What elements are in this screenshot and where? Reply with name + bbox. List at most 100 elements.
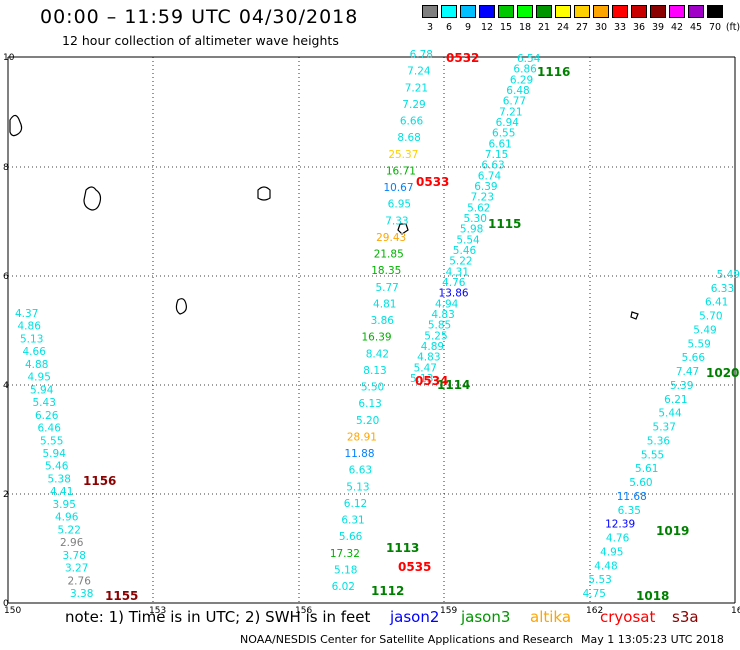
lat-lon-grid bbox=[7, 56, 736, 604]
pass-time-label: 1116 bbox=[537, 65, 570, 79]
wave-height-value: 2.96 bbox=[60, 537, 84, 549]
wave-height-value: 4.89 bbox=[421, 341, 444, 353]
wave-height-value: 16.39 bbox=[362, 332, 392, 344]
wave-height-value: 6.02 bbox=[332, 581, 355, 593]
scale-label-27: 27 bbox=[575, 22, 589, 33]
wave-height-value: 3.78 bbox=[63, 550, 86, 562]
wave-height-value: 6.63 bbox=[349, 465, 372, 477]
wave-height-value: 4.83 bbox=[431, 309, 454, 321]
x-tick-label: 162 bbox=[586, 606, 603, 616]
wave-height-value: 5.47 bbox=[414, 362, 437, 374]
wave-height-value: 16.71 bbox=[386, 165, 416, 177]
axis-tick-labels: 150 153 156 159 162 165 0 2 4 6 8 10 bbox=[3, 53, 740, 616]
y-tick-label: 10 bbox=[3, 53, 15, 63]
wave-height-value: 5.22 bbox=[449, 256, 472, 268]
left-track: 4.374.865.134.664.884.955.945.436.266.46… bbox=[15, 308, 93, 600]
wave-height-value: 4.83 bbox=[417, 352, 440, 364]
pass-time-label: 1115 bbox=[488, 217, 521, 231]
wave-height-value: 7.15 bbox=[485, 149, 508, 161]
wave-height-value: 6.48 bbox=[506, 85, 529, 97]
wave-height-value: 3.38 bbox=[70, 588, 93, 600]
wave-height-value: 5.38 bbox=[48, 473, 71, 485]
scale-label-45: 45 bbox=[689, 22, 703, 33]
pass-time-label: 1155 bbox=[105, 589, 138, 603]
scale-label-24: 24 bbox=[556, 22, 570, 33]
scale-swatch-15 bbox=[498, 5, 514, 18]
wave-height-value: 5.49 bbox=[693, 324, 716, 336]
footer-credit: NOAA/NESDIS Center for Satellite Applica… bbox=[240, 633, 574, 646]
wave-height-value: 5.50 bbox=[361, 382, 384, 394]
wave-height-value: 5.54 bbox=[456, 234, 480, 246]
wave-height-value: 5.25 bbox=[424, 330, 447, 342]
wave-height-value: 17.32 bbox=[330, 548, 360, 560]
wave-height-value: 5.49 bbox=[717, 269, 740, 281]
wave-height-value: 4.48 bbox=[594, 560, 617, 572]
y-tick-label: 0 bbox=[3, 599, 9, 609]
wave-height-value: 5.43 bbox=[33, 397, 56, 409]
wave-height-value: 5.13 bbox=[410, 373, 433, 385]
wave-height-value: 5.77 bbox=[375, 282, 398, 294]
track-1020: 5.496.336.415.705.495.595.667.475.396.21… bbox=[583, 269, 740, 600]
wave-height-value: 6.13 bbox=[358, 398, 381, 410]
scale-swatch-70 bbox=[707, 5, 723, 18]
wave-height-value: 6.21 bbox=[664, 394, 687, 406]
scale-swatch-27 bbox=[574, 5, 590, 18]
wave-height-value: 5.62 bbox=[467, 202, 490, 214]
wave-height-value: 6.55 bbox=[492, 128, 515, 140]
scale-label-15: 15 bbox=[499, 22, 513, 33]
wave-height-value: 6.66 bbox=[400, 116, 424, 128]
wave-height-value: 5.55 bbox=[40, 435, 63, 447]
scale-swatch-30 bbox=[593, 5, 609, 18]
pass-time-label: 0532 bbox=[446, 51, 479, 65]
wave-height-value: 5.46 bbox=[45, 461, 69, 473]
scale-label-3: 3 bbox=[426, 22, 434, 33]
wave-height-value: 13.86 bbox=[439, 288, 469, 300]
pass-time-label: 1112 bbox=[371, 584, 404, 598]
wave-height-value: 6.33 bbox=[711, 283, 734, 295]
wave-height-value: 5.53 bbox=[588, 574, 611, 586]
wave-height-value: 6.78 bbox=[410, 49, 433, 61]
scale-label-18: 18 bbox=[518, 22, 532, 33]
wave-height-value: 6.94 bbox=[496, 117, 520, 129]
scale-swatch-42 bbox=[669, 5, 685, 18]
track-1116: 6.546.866.296.486.777.216.946.556.617.15… bbox=[410, 53, 541, 385]
scale-label-70: 70 bbox=[708, 22, 722, 33]
scale-label-12: 12 bbox=[480, 22, 494, 33]
wave-height-value: 4.94 bbox=[435, 298, 459, 310]
track-0532: 6.78 7.24 7.21 7.29 6.66 8.68 25.37 16.71 10.67 6… bbox=[330, 49, 433, 593]
island-outline bbox=[630, 311, 639, 320]
island-outline bbox=[9, 114, 23, 137]
scale-label-36: 36 bbox=[632, 22, 646, 33]
wave-height-value: 4.81 bbox=[373, 298, 396, 310]
pass-time-label: 1020 bbox=[706, 366, 739, 380]
wave-height-value: 4.66 bbox=[23, 346, 47, 358]
wave-height-value: 6.61 bbox=[488, 138, 511, 150]
x-tick-label: 165 bbox=[731, 606, 740, 616]
pass-time-label: 1018 bbox=[636, 589, 669, 603]
wave-height-value: 4.76 bbox=[442, 277, 466, 289]
scale-label-33: 33 bbox=[613, 22, 627, 33]
wave-height-value: 2.76 bbox=[68, 575, 92, 587]
island-outline bbox=[397, 223, 409, 235]
wave-height-value: 5.94 bbox=[43, 448, 67, 460]
wave-height-value: 6.39 bbox=[474, 181, 497, 193]
scale-swatch-6 bbox=[441, 5, 457, 18]
wave-height-value: 7.21 bbox=[405, 82, 428, 94]
wave-height-value: 3.86 bbox=[371, 315, 395, 327]
wave-height-value: 4.95 bbox=[28, 372, 51, 384]
wave-height-value: 5.59 bbox=[687, 338, 710, 350]
wave-height-value: 6.54 bbox=[517, 53, 541, 65]
wave-height-value: 6.12 bbox=[344, 498, 367, 510]
wave-height-value: 28.91 bbox=[347, 431, 377, 443]
scale-label-21: 21 bbox=[537, 22, 551, 33]
wave-height-value: 8.68 bbox=[397, 132, 420, 144]
map-title: 00:00 – 11:59 UTC 04/30/2018 bbox=[40, 6, 359, 28]
island-outline bbox=[175, 298, 187, 315]
wave-height-value: 4.41 bbox=[50, 486, 73, 498]
wave-height-value: 7.23 bbox=[471, 192, 494, 204]
wave-height-value: 4.86 bbox=[18, 321, 42, 333]
scale-swatch-39 bbox=[650, 5, 666, 18]
island-outline bbox=[83, 186, 102, 211]
footer-timestamp: May 1 13:05:23 UTC 2018 bbox=[581, 633, 724, 646]
